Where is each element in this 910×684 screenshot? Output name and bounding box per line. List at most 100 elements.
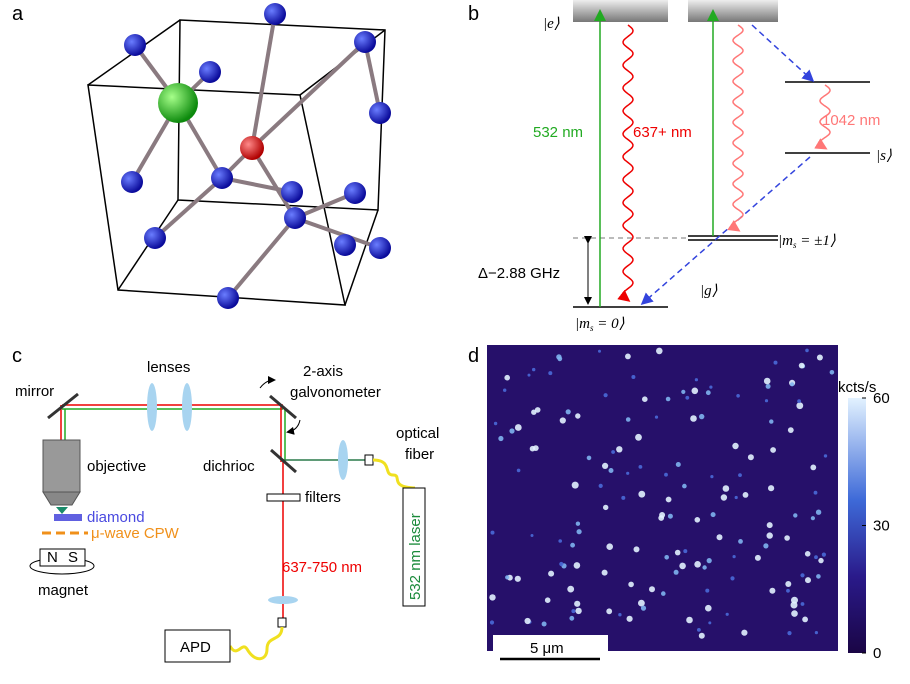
spot	[531, 410, 536, 415]
scale-bar-label: 5 μm	[530, 640, 564, 657]
spot	[797, 399, 801, 403]
spot	[625, 354, 631, 360]
spot	[577, 529, 582, 534]
spot	[694, 561, 701, 568]
splitting-label: Δ−2.88 GHz	[478, 265, 560, 282]
spot	[574, 601, 580, 607]
spot	[735, 496, 738, 499]
spot	[736, 394, 740, 398]
spot	[721, 494, 727, 500]
spot	[658, 515, 664, 521]
spot	[765, 399, 768, 402]
tick-label: 30	[873, 518, 890, 535]
spot	[661, 591, 666, 596]
spot	[638, 491, 645, 498]
spot	[606, 608, 612, 614]
text: = ±1⟩	[796, 233, 835, 249]
spot	[602, 570, 608, 576]
spot	[621, 496, 625, 500]
spot	[525, 618, 531, 624]
component-label: filters	[305, 489, 341, 506]
spot	[616, 446, 622, 452]
spot	[830, 370, 835, 375]
spot	[489, 594, 495, 600]
spot	[699, 633, 705, 639]
spot	[570, 543, 575, 548]
spot	[679, 563, 686, 570]
spot	[664, 473, 668, 477]
spot	[814, 555, 818, 559]
component-label: mirror	[15, 383, 54, 400]
spot	[814, 491, 818, 495]
spot	[566, 409, 571, 414]
fluorescence-image	[487, 345, 838, 651]
spot	[542, 622, 547, 627]
component-label: 2-axis	[303, 363, 343, 380]
spot	[801, 602, 805, 606]
energy-diagram	[573, 0, 870, 307]
spot	[603, 505, 608, 510]
spot	[548, 371, 552, 375]
panel-label: a	[12, 3, 24, 25]
spot	[626, 472, 629, 475]
spot	[717, 534, 723, 540]
spot	[790, 382, 794, 386]
spot	[738, 539, 743, 544]
spot	[656, 348, 663, 355]
spot	[674, 570, 679, 575]
spot	[802, 617, 808, 623]
spot	[699, 414, 704, 419]
spot	[787, 631, 791, 635]
component-label: galvonometer	[290, 384, 381, 401]
spot	[769, 419, 773, 423]
spot	[705, 605, 712, 612]
spot	[627, 616, 633, 622]
spot	[574, 562, 581, 569]
spot	[569, 616, 574, 621]
text: = 0⟩	[593, 316, 624, 332]
spot	[604, 393, 608, 397]
level-label: |ms = 0⟩	[575, 316, 625, 333]
spot	[766, 384, 771, 389]
spot	[528, 374, 531, 377]
spot	[805, 577, 811, 583]
wavelength-label: 637+ nm	[633, 124, 692, 141]
spot	[799, 363, 805, 369]
component-label: APD	[180, 639, 211, 656]
spot	[817, 355, 823, 361]
spot	[575, 413, 580, 418]
component-label: μ-wave CPW	[91, 525, 180, 542]
wavelength-label: 1042 nm	[822, 112, 880, 129]
wavelength-label: 532 nm	[533, 124, 583, 141]
colorbar-label: kcts/s	[838, 379, 876, 396]
spot	[572, 482, 579, 489]
spot	[666, 397, 671, 402]
text: |m	[778, 233, 793, 249]
spot	[695, 378, 698, 381]
level-label: |ms = ±1⟩	[778, 233, 836, 250]
spot	[695, 517, 701, 523]
spot	[784, 535, 790, 541]
spot	[532, 368, 535, 371]
spot	[505, 575, 509, 579]
spot	[818, 558, 823, 563]
spot	[517, 469, 521, 473]
spot	[822, 553, 826, 557]
spot	[769, 588, 775, 594]
panel-label: c	[12, 345, 22, 367]
spot	[683, 549, 687, 553]
spot	[655, 416, 658, 419]
spot	[666, 497, 672, 503]
spot	[602, 463, 608, 469]
spot	[774, 361, 778, 365]
spot	[598, 350, 601, 353]
spot	[816, 574, 821, 579]
spot	[770, 447, 776, 453]
spot	[618, 613, 621, 616]
spot	[641, 606, 646, 611]
level-label: |e⟩	[543, 16, 560, 32]
spot	[811, 516, 815, 520]
spot	[639, 465, 643, 469]
spot	[634, 546, 640, 552]
spot	[786, 589, 790, 593]
